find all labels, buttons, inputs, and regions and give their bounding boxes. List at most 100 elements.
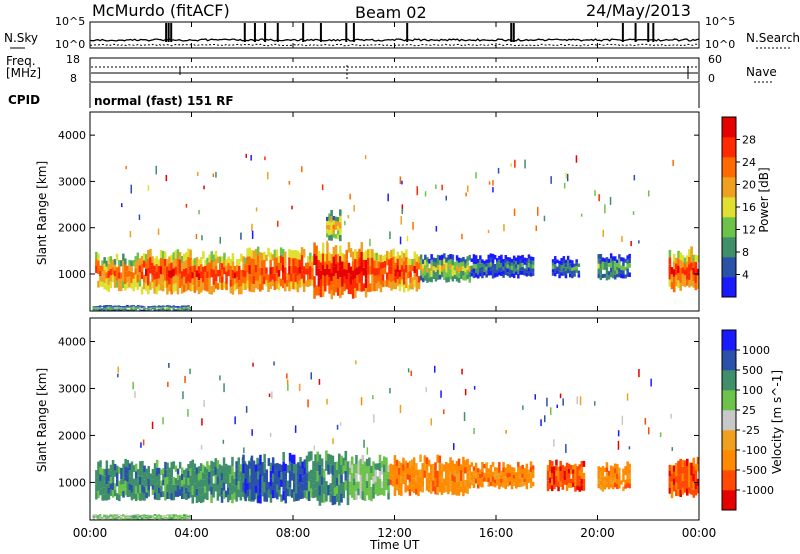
data-cell — [569, 266, 572, 271]
data-cell — [111, 517, 114, 519]
data-cell — [284, 471, 287, 480]
data-cell — [181, 515, 184, 517]
data-cell — [508, 464, 512, 469]
data-cell — [672, 276, 676, 285]
data-cell — [321, 275, 325, 286]
data-speckle — [633, 174, 636, 181]
data-cell — [132, 285, 135, 292]
data-cell — [672, 465, 676, 472]
data-cell — [195, 495, 199, 503]
data-cell — [130, 307, 133, 309]
data-cell — [265, 280, 268, 287]
data-cell — [229, 279, 233, 287]
data-cell — [447, 469, 450, 476]
data-cell — [555, 481, 558, 487]
data-cell — [559, 476, 562, 482]
data-cell — [512, 269, 516, 274]
data-cell — [356, 275, 359, 283]
data-cell — [189, 258, 192, 267]
data-cell — [248, 265, 251, 274]
data-cell — [679, 252, 682, 260]
data-cell — [216, 283, 220, 290]
data-cell — [284, 479, 287, 488]
data-cell — [330, 228, 333, 235]
data-cell — [103, 518, 106, 520]
data-cell — [668, 476, 672, 483]
data-cell — [466, 256, 469, 261]
data-cell — [126, 307, 129, 309]
data-cell — [132, 306, 135, 308]
data-cell — [523, 475, 526, 479]
data-speckle — [575, 155, 578, 163]
data-cell — [96, 309, 100, 311]
data-cell — [386, 258, 389, 266]
data-cell — [267, 489, 271, 498]
data-cell — [472, 263, 476, 269]
data-cell — [525, 484, 529, 490]
colorbar-swatch — [722, 450, 736, 471]
data-cell — [314, 462, 317, 472]
data-cell — [348, 460, 352, 468]
data-cell — [506, 268, 510, 273]
data-cell — [164, 461, 167, 470]
data-cell — [576, 485, 579, 491]
data-cell — [237, 457, 240, 466]
data-cell — [616, 484, 619, 489]
data-cell — [107, 487, 111, 494]
data-cell — [491, 471, 495, 477]
data-cell — [92, 514, 95, 516]
data-cell — [487, 258, 490, 263]
data-cell — [113, 516, 117, 518]
data-cell — [342, 465, 345, 474]
data-cell — [274, 484, 277, 491]
data-cell — [145, 474, 148, 481]
data-cell — [332, 256, 336, 267]
data-cell — [571, 263, 574, 268]
data-cell — [679, 466, 682, 475]
data-cell — [172, 461, 176, 470]
data-cell — [174, 310, 178, 311]
data-cell — [430, 254, 433, 260]
data-cell — [223, 252, 226, 260]
data-cell — [599, 476, 603, 481]
data-cell — [470, 269, 474, 273]
data-cell — [183, 469, 186, 478]
data-cell — [145, 254, 148, 262]
data-cell — [290, 273, 293, 282]
data-cell — [170, 254, 173, 263]
data-cell — [512, 482, 516, 486]
data-cell — [248, 482, 252, 490]
data-cell — [293, 473, 296, 483]
data-cell — [569, 263, 572, 267]
data-cell — [311, 267, 314, 274]
data-cell — [351, 464, 354, 473]
data-speckle — [440, 390, 442, 398]
data-cell — [172, 514, 175, 516]
data-cell — [571, 267, 574, 271]
data-cell — [210, 486, 213, 495]
data-cell — [116, 472, 119, 480]
data-cell — [151, 519, 154, 520]
x-tick-label: 08:00 — [276, 526, 311, 540]
data-speckle — [165, 174, 168, 182]
x-tick-label: 20:00 — [580, 526, 615, 540]
data-cell — [430, 470, 433, 477]
data-cell — [675, 463, 678, 470]
data-cell — [227, 487, 230, 495]
data-cell — [221, 283, 224, 290]
data-cell — [237, 465, 240, 474]
data-speckle — [594, 190, 596, 196]
data-cell — [134, 463, 138, 472]
data-cell — [485, 274, 488, 278]
data-cell — [576, 471, 579, 476]
data-cell — [428, 259, 431, 264]
data-cell — [195, 263, 199, 271]
data-cell — [147, 516, 150, 518]
data-cell — [181, 467, 184, 474]
data-cell — [113, 306, 117, 308]
data-cell — [398, 474, 401, 482]
data-cell — [474, 462, 478, 468]
data-cell — [398, 255, 402, 263]
data-cell — [151, 306, 154, 308]
